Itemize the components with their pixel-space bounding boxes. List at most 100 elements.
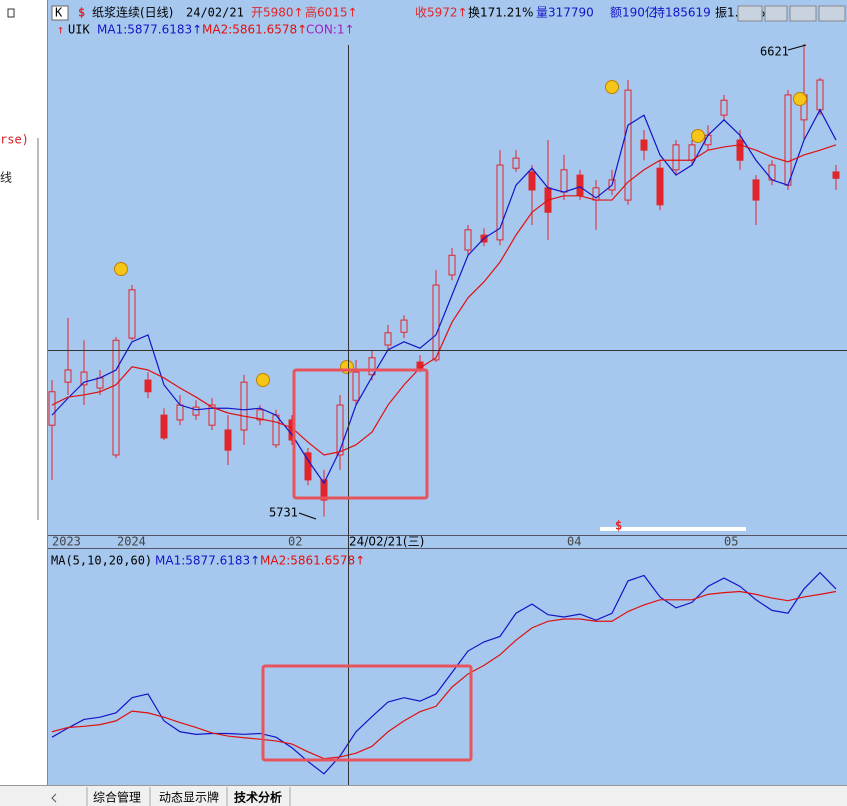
turnover: 换171.21% bbox=[468, 6, 533, 20]
candle-body bbox=[192, 406, 200, 416]
sidebar bbox=[0, 0, 47, 785]
plot bbox=[48, 43, 840, 775]
marker-bar bbox=[600, 527, 746, 531]
date-label: 2024 bbox=[117, 535, 146, 549]
low-label: 5731 bbox=[269, 506, 298, 520]
candle-body bbox=[128, 289, 136, 339]
tool-button[interactable] bbox=[764, 5, 788, 22]
indicator-con: CON:1↑ bbox=[306, 23, 355, 37]
candle-body bbox=[512, 157, 520, 169]
ma-line bbox=[51, 571, 837, 775]
period[interactable]: K bbox=[55, 6, 63, 20]
indicator-ma2: MA2:5861.6578↑ bbox=[202, 23, 307, 37]
candle-body bbox=[576, 174, 584, 196]
tab[interactable]: 综合管理 bbox=[93, 790, 141, 805]
candle-body bbox=[816, 79, 824, 111]
candle-body bbox=[752, 179, 760, 201]
candle-body bbox=[688, 144, 696, 161]
pin-icon[interactable] bbox=[7, 8, 15, 18]
smiley bbox=[114, 262, 128, 276]
candle-body bbox=[320, 479, 328, 501]
candle-body bbox=[464, 229, 472, 251]
marker: $ bbox=[615, 519, 622, 533]
leader bbox=[298, 512, 317, 520]
candle-body bbox=[400, 319, 408, 333]
lower-ma1: MA1:5877.6183↑ bbox=[155, 554, 260, 568]
candle-body bbox=[304, 452, 312, 481]
date-label: 24/02/21(三) bbox=[349, 535, 424, 549]
smiley bbox=[605, 80, 619, 94]
tab-bar bbox=[0, 785, 847, 806]
smiley bbox=[793, 92, 807, 106]
candle-body bbox=[272, 414, 280, 446]
candle-body bbox=[672, 144, 680, 171]
candle-body bbox=[528, 171, 536, 191]
candle-body bbox=[256, 409, 264, 421]
tab[interactable]: 技术分析 bbox=[234, 790, 282, 805]
candle-body bbox=[560, 169, 568, 193]
candle-body bbox=[144, 379, 152, 393]
highlight-box bbox=[261, 664, 473, 762]
smiley bbox=[256, 373, 270, 387]
candle-body bbox=[48, 391, 56, 426]
candle-body bbox=[208, 404, 216, 426]
date-label: 02 bbox=[288, 535, 302, 549]
indicator-ma1: MA1:5877.6183↑ bbox=[97, 23, 202, 37]
lower-name: MA(5,10,20,60) bbox=[51, 554, 152, 568]
candle-body bbox=[784, 94, 792, 186]
position: 持185619 bbox=[653, 5, 711, 20]
candle-body bbox=[640, 139, 648, 151]
candle-body bbox=[432, 284, 440, 361]
candle-body bbox=[96, 377, 104, 389]
indicator-arrow: ↑ bbox=[57, 23, 64, 37]
candle-body bbox=[384, 332, 392, 346]
icon: $ bbox=[78, 6, 85, 20]
lower-ma2: MA2:5861.6578↑ bbox=[260, 554, 365, 568]
smiley bbox=[691, 129, 705, 143]
tab-scroll[interactable] bbox=[51, 793, 57, 803]
tool-button[interactable] bbox=[789, 5, 817, 22]
candle-body bbox=[448, 254, 456, 276]
candle-body bbox=[176, 404, 184, 421]
candle-body bbox=[240, 381, 248, 431]
candle-body bbox=[496, 164, 504, 241]
highlight-box bbox=[292, 368, 429, 500]
sidebar-text: 线 bbox=[0, 171, 12, 185]
ma-line bbox=[51, 590, 837, 760]
candle-body bbox=[368, 357, 376, 376]
tool-button[interactable] bbox=[818, 5, 846, 22]
leader bbox=[787, 44, 807, 51]
open: 开5980↑ bbox=[251, 6, 304, 20]
volume: 量317790 bbox=[536, 6, 594, 20]
candle-body bbox=[720, 99, 728, 116]
high-label: 6621 bbox=[760, 45, 789, 59]
candle-body bbox=[352, 371, 360, 401]
candle-body bbox=[112, 339, 120, 456]
candle-body bbox=[736, 139, 744, 161]
toolbar bbox=[737, 5, 846, 22]
candle-body bbox=[624, 89, 632, 201]
close: 收5972↑ bbox=[415, 6, 468, 20]
candle-body bbox=[160, 414, 168, 439]
date-label: 04 bbox=[567, 535, 581, 549]
candle-body bbox=[80, 371, 88, 386]
tool-button[interactable] bbox=[737, 5, 763, 22]
candle-body bbox=[832, 171, 840, 179]
ma-line bbox=[51, 144, 837, 456]
candle-body bbox=[336, 404, 344, 456]
date: 24/02/21 bbox=[186, 6, 244, 20]
candle-body bbox=[656, 167, 664, 206]
date-label: 05 bbox=[724, 535, 738, 549]
high: 高6015↑ bbox=[305, 5, 358, 20]
period-box[interactable] bbox=[51, 5, 69, 21]
candle-body bbox=[224, 429, 232, 451]
chart-bg bbox=[48, 0, 847, 785]
smiley bbox=[340, 360, 354, 374]
sidebar-text: rse) bbox=[0, 133, 29, 147]
tab[interactable]: 动态显示牌 bbox=[159, 791, 219, 805]
name: 纸浆连续(日线) bbox=[92, 5, 173, 20]
candle-body bbox=[64, 369, 72, 383]
indicator-name: UIK bbox=[68, 23, 90, 37]
amount: 额190亿 bbox=[610, 5, 657, 20]
